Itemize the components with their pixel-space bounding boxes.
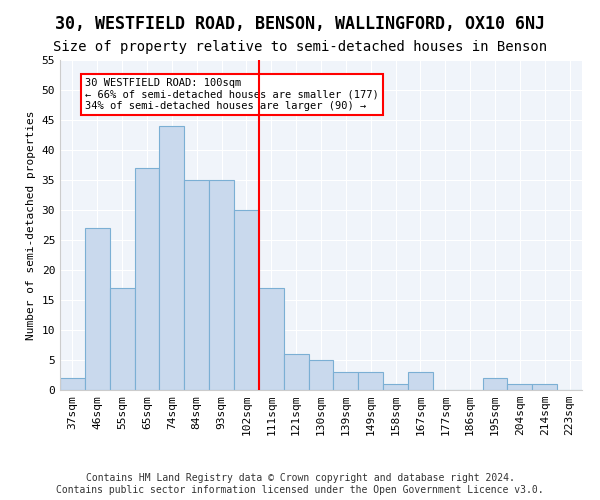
Bar: [532, 384, 557, 390]
Bar: [308, 360, 334, 390]
Bar: [284, 354, 308, 390]
Text: Contains HM Land Registry data © Crown copyright and database right 2024.
Contai: Contains HM Land Registry data © Crown c…: [56, 474, 544, 495]
Bar: [110, 288, 134, 390]
Bar: [408, 372, 433, 390]
Bar: [259, 288, 284, 390]
Bar: [234, 210, 259, 390]
Text: 30 WESTFIELD ROAD: 100sqm
← 66% of semi-detached houses are smaller (177)
34% of: 30 WESTFIELD ROAD: 100sqm ← 66% of semi-…: [85, 78, 379, 111]
Bar: [383, 384, 408, 390]
Bar: [334, 372, 358, 390]
Bar: [209, 180, 234, 390]
Y-axis label: Number of semi-detached properties: Number of semi-detached properties: [26, 110, 36, 340]
Bar: [85, 228, 110, 390]
Bar: [160, 126, 184, 390]
Bar: [482, 378, 508, 390]
Bar: [60, 378, 85, 390]
Bar: [184, 180, 209, 390]
Bar: [134, 168, 160, 390]
Bar: [358, 372, 383, 390]
Text: 30, WESTFIELD ROAD, BENSON, WALLINGFORD, OX10 6NJ: 30, WESTFIELD ROAD, BENSON, WALLINGFORD,…: [55, 15, 545, 33]
Bar: [508, 384, 532, 390]
Text: Size of property relative to semi-detached houses in Benson: Size of property relative to semi-detach…: [53, 40, 547, 54]
